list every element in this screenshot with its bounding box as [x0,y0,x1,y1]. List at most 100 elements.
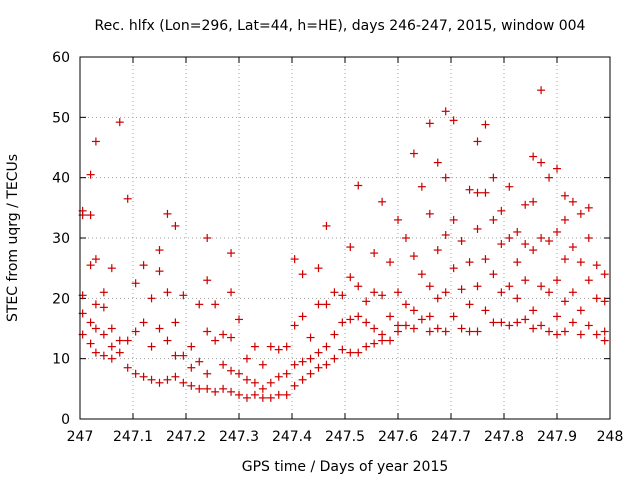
data-point [266,342,275,351]
data-point [147,375,156,384]
data-point [123,363,132,372]
data-point [338,291,347,300]
data-point [560,215,569,224]
data-point [521,200,530,209]
data-point [394,215,402,224]
data-point [330,288,339,297]
data-point [258,393,267,402]
data-point [425,209,434,218]
data-point [529,246,538,255]
data-point [537,282,546,291]
data-point [497,206,506,215]
x-tick-label: 248 [597,429,624,445]
data-point [306,354,315,363]
data-point [521,276,530,285]
data-point [235,315,243,324]
data-point [600,336,609,345]
data-point [123,336,132,345]
data-point [417,315,426,324]
data-point [592,261,601,270]
data-point [99,330,108,339]
data-point [179,378,188,387]
data-point [203,327,212,336]
data-point [529,324,538,333]
data-point [584,276,593,285]
data-point [91,300,100,309]
data-point [258,384,267,393]
data-point [91,137,100,146]
data-point [314,363,323,372]
data-point [258,360,267,369]
data-point [147,342,156,351]
data-point [521,315,530,324]
y-tick-label: 20 [52,291,70,307]
y-tick-label: 50 [52,110,70,126]
data-point [266,378,275,387]
data-point [545,173,554,182]
data-point [274,390,283,399]
data-point [433,158,442,167]
data-point [362,297,371,306]
data-point [553,276,561,285]
data-point [298,357,307,366]
data-point [86,339,95,348]
data-point [465,258,474,267]
data-point [115,348,124,357]
data-point [497,318,506,327]
data-point [86,211,95,220]
data-point [203,234,212,242]
data-point [179,351,188,360]
data-point [473,224,482,233]
data-point [386,312,395,321]
data-point [449,264,458,273]
data-point [115,336,124,345]
data-point [497,240,506,249]
y-tick-label: 60 [52,50,70,66]
x-tick-label: 247.9 [537,429,577,445]
data-point [86,318,95,327]
data-point [529,152,538,161]
data-point [513,318,522,327]
data-point [155,324,164,333]
x-tick-label: 247.5 [325,429,365,445]
data-point [433,246,442,255]
data-point [545,237,554,246]
data-point [481,188,490,197]
data-point [433,294,442,303]
data-point [465,185,474,194]
data-point [449,116,458,125]
data-point [163,336,172,345]
x-axis-label: GPS time / Days of year 2015 [242,459,449,475]
data-point [425,312,434,321]
data-point [250,390,259,399]
data-point [370,324,379,333]
data-point [521,240,530,249]
data-point [473,188,482,197]
data-point [354,348,363,357]
data-point [346,348,355,357]
data-point [481,120,490,129]
data-point [576,258,585,267]
data-point [86,261,95,270]
data-point [560,327,569,336]
y-tick-label: 0 [61,412,70,428]
data-point [370,339,379,348]
data-point [401,321,410,330]
data-point [441,107,450,116]
data-point [354,282,363,291]
data-point [560,297,569,306]
data-point [147,294,156,303]
data-point [322,221,331,230]
x-tick-label: 247.4 [272,429,312,445]
x-tick-label: 247.1 [113,429,153,445]
data-point [457,324,466,333]
data-point [107,342,116,351]
data-point [227,366,236,375]
data-point [354,181,363,190]
data-point [401,300,410,309]
grid [80,57,610,419]
data-point [195,384,204,393]
data-point [227,249,236,258]
data-point [171,318,180,327]
data-point [409,149,418,158]
